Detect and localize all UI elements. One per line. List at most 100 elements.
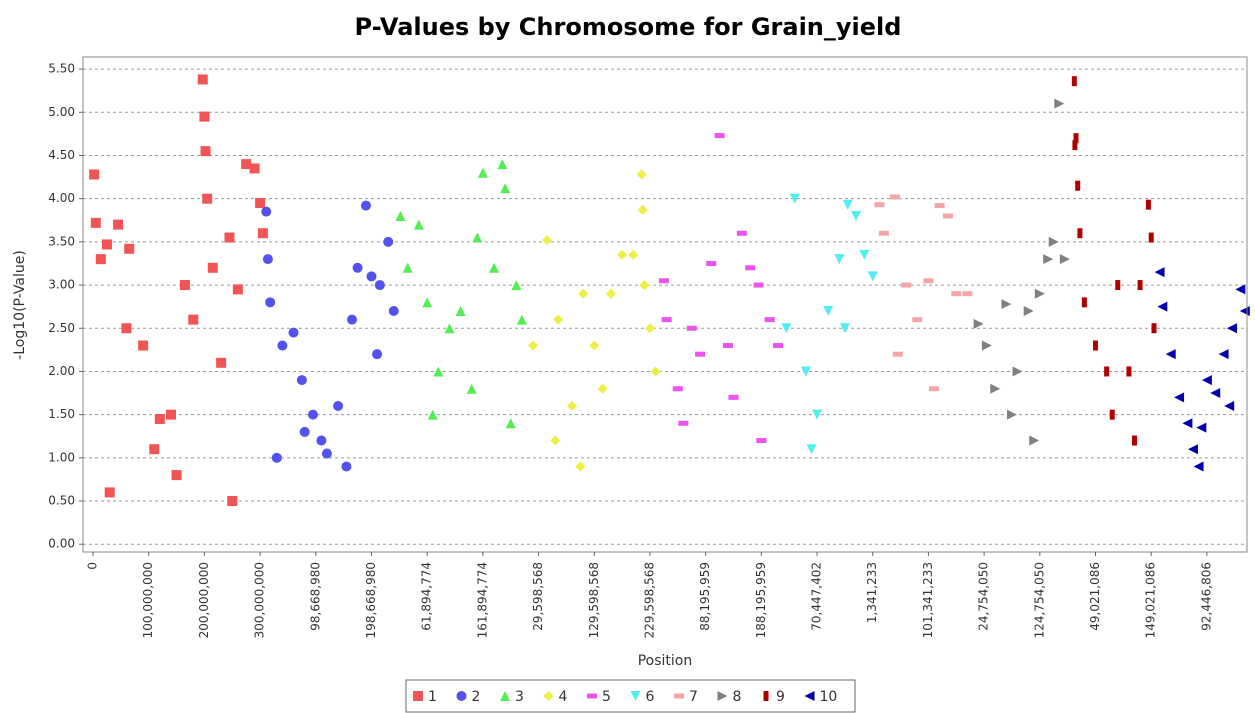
data-point [262,254,273,265]
x-tick-label: 161,894,774 [475,562,489,638]
data-point [617,249,628,260]
legend-box [405,679,856,713]
legend-marker [674,693,684,699]
x-tick-label: 198,668,980 [364,562,378,638]
data-point [714,133,725,139]
data-point [271,452,282,463]
y-tick-label: 1.00 [48,450,75,464]
x-tick-label: 101,341,233 [921,562,935,638]
data-point [1145,199,1151,210]
x-tick-label: 29,598,568 [531,562,545,631]
data-point [200,146,211,157]
chart-title: P-Values by Chromosome for Grain_yield [355,13,902,41]
data-point [1012,366,1023,377]
data-point [1104,366,1110,377]
data-point [806,444,817,455]
legend-marker [543,691,554,701]
x-tick-label: 61,894,774 [420,562,434,631]
data-point [789,193,800,204]
data-point [764,317,775,323]
data-point [1126,366,1132,377]
x-tick-label: 300,000,000 [253,562,267,638]
data-point [550,435,561,446]
data-point [202,193,213,204]
data-point [489,262,500,273]
y-tick-label: 3.00 [48,278,75,292]
legend-marker [500,691,510,701]
legend-label: 4 [559,689,568,705]
data-point [867,271,878,282]
data-point [753,282,764,288]
data-point [288,327,299,338]
data-point [597,383,608,394]
data-point [1148,232,1154,243]
data-point [257,228,268,239]
data-point [722,343,733,349]
x-tick-label: 92,446,806 [1199,562,1213,631]
data-point [637,204,648,215]
data-point [1001,299,1012,310]
data-point [589,340,600,351]
data-point [1154,267,1165,278]
data-point [878,230,889,236]
data-point [299,426,310,437]
legend-marker [717,691,728,701]
data-point [541,235,552,246]
legend-label: 6 [646,689,655,705]
data-point [781,323,792,334]
legend-label: 3 [515,689,524,705]
data-point [383,236,394,247]
data-point [360,200,371,211]
x-tick-label: 88,195,959 [698,562,712,631]
data-point [578,288,589,299]
data-point [823,305,834,316]
data-point [1093,340,1099,351]
legend-marker [804,691,815,701]
data-point [773,343,784,349]
data-point [444,323,455,334]
data-point [199,111,210,122]
data-point [1187,444,1198,455]
data-point [427,409,438,420]
data-point [650,366,661,377]
data-point [942,213,953,219]
y-axis-label: -Log10(P-Value) [12,250,28,360]
data-point [756,438,767,444]
data-point [422,297,433,308]
data-point [188,314,199,325]
data-point [197,74,208,85]
data-point [839,323,850,334]
data-point [352,262,363,273]
data-point [661,317,672,323]
data-point [466,383,477,394]
x-tick-label: 1,341,233 [865,562,879,623]
data-point [812,409,823,420]
data-point [1048,236,1059,247]
legend-marker [763,691,769,701]
data-point [851,210,862,221]
y-tick-label: 2.00 [48,364,75,378]
x-tick-label: 49,021,086 [1088,562,1102,631]
legend-label: 2 [472,689,481,705]
data-point [341,461,352,472]
data-point [374,280,385,291]
x-tick-label: 100,000,000 [141,562,155,638]
data-point [433,366,444,377]
data-point [901,282,912,288]
data-point [834,254,845,265]
data-point [636,169,647,180]
legend-label: 1 [428,689,437,705]
data-point [372,349,383,360]
data-point [511,280,522,291]
y-tick-label: 1.50 [48,407,75,421]
data-point [1029,435,1040,446]
data-point [934,203,945,209]
data-point [1077,228,1083,239]
data-point [104,487,115,498]
data-point [644,323,655,334]
x-tick-label: 188,195,959 [754,562,768,638]
legend-marker [456,691,467,701]
data-point [138,340,149,351]
y-tick-label: 2.50 [48,321,75,335]
